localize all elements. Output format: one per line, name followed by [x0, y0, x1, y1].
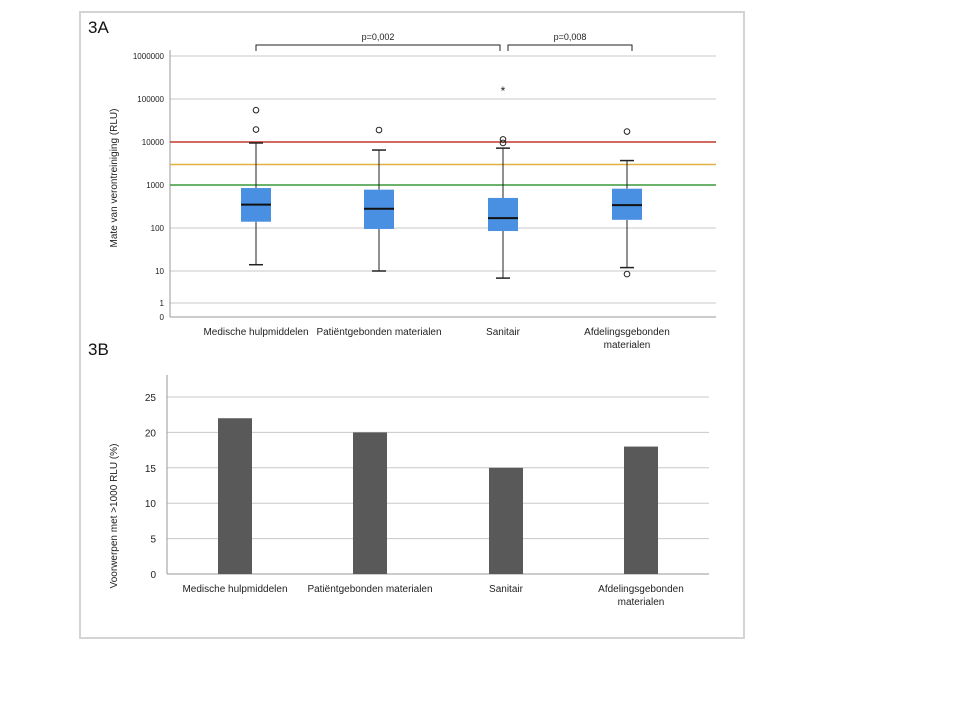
x-category-label: Sanitair — [486, 327, 521, 338]
outlier-point — [623, 270, 631, 278]
y-tick-label: 5 — [150, 535, 156, 546]
y-tick-label: 100000 — [137, 95, 164, 104]
x-category-label: Afdelingsgebonden — [598, 584, 684, 595]
significance-bracket — [255, 44, 501, 51]
x-category-label: Medische hulpmiddelen — [182, 584, 287, 595]
y-tick-label: 100 — [151, 224, 165, 233]
y-tick-label: 10 — [155, 267, 164, 276]
panel-label-a: 3A — [88, 18, 109, 37]
outlier-point — [499, 136, 507, 143]
extreme-point: * — [501, 84, 506, 98]
y-tick-label: 15 — [145, 464, 157, 475]
y-tick-label: 1000 — [146, 181, 164, 190]
bar — [218, 418, 252, 574]
boxplot-chart: 0 1 10 100 1000 10000 100000 1000000 Mate van ve… — [109, 32, 716, 351]
outlier-point — [252, 106, 260, 114]
x-category-label: Medische hulpmiddelen — [203, 327, 308, 338]
panel-label-b: 3B — [88, 340, 109, 359]
x-category-label: Patiëntgebonden materialen — [316, 327, 441, 338]
y-axis-label: Mate van verontreiniging (RLU) — [109, 109, 120, 248]
y-tick-label: 10000 — [142, 138, 165, 147]
outlier-point — [499, 139, 507, 147]
y-tick-label: 1 — [160, 299, 165, 308]
x-category-label: Patiëntgebonden materialen — [307, 584, 432, 595]
y-tick-label: 10 — [145, 499, 157, 510]
outlier-point — [252, 126, 260, 133]
significance-label: p=0,008 — [554, 32, 587, 42]
bar — [624, 446, 658, 574]
y-tick-label: 20 — [145, 428, 157, 439]
x-category-label: materialen — [604, 340, 651, 351]
bar — [353, 432, 387, 574]
significance-bracket — [507, 44, 633, 51]
outlier-point — [623, 128, 631, 135]
y-axis-label: Voorwerpen met >1000 RLU (%) — [109, 444, 120, 589]
y-tick-label: 0 — [150, 570, 156, 581]
y-tick-label: 1000000 — [133, 52, 165, 61]
significance-label: p=0,002 — [362, 32, 395, 42]
x-category-label: Sanitair — [489, 584, 524, 595]
outlier-point — [375, 126, 383, 134]
box — [488, 197, 518, 232]
bar-chart: 0 5 10 15 20 25 Voorwerpen met >1000 RLU (%) Me… — [109, 375, 709, 608]
x-category-label: materialen — [618, 597, 665, 608]
y-tick-label: 0 — [160, 313, 165, 322]
x-category-label: Afdelingsgebonden — [584, 327, 670, 338]
bar — [489, 467, 523, 574]
y-tick-label: 25 — [145, 393, 157, 404]
